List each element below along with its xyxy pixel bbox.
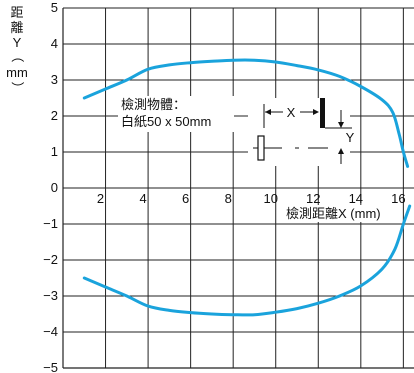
y-arrow-top bbox=[338, 122, 344, 128]
y-tick-label: 2 bbox=[51, 108, 58, 123]
target-object bbox=[320, 98, 325, 128]
diagram-y-label: Y bbox=[346, 130, 355, 145]
sensor-shape bbox=[257, 135, 265, 161]
y-tick-label: −2 bbox=[43, 252, 58, 267]
annotation-background bbox=[118, 96, 234, 132]
y-tick-label: 1 bbox=[51, 144, 58, 159]
y-axis-label-char-1: 距 bbox=[10, 5, 23, 20]
y-tick-label: 4 bbox=[51, 36, 58, 51]
x-axis-label-background bbox=[280, 205, 380, 222]
y-axis-label-char-6: ） bbox=[10, 81, 25, 94]
y-tick-label: −1 bbox=[43, 216, 58, 231]
y-tick-label: −3 bbox=[43, 288, 58, 303]
y-arrow-bottom bbox=[338, 148, 344, 154]
y-tick-label: 0 bbox=[51, 180, 58, 195]
x-tick-label: 4 bbox=[139, 191, 146, 206]
measurement-diagram bbox=[248, 98, 352, 166]
x-tick-label: 6 bbox=[182, 191, 189, 206]
upper-detection-curve bbox=[82, 58, 410, 168]
y-axis-label: 距 離 Y （ mm ） bbox=[6, 5, 28, 95]
x-arrow-right bbox=[313, 109, 319, 115]
plot-frame bbox=[62, 8, 414, 369]
diagram-x-label: X bbox=[287, 105, 296, 120]
y-tick-label: −5 bbox=[43, 360, 58, 373]
annotation-line-2: 白紙50 x 50mm bbox=[121, 114, 211, 129]
y-tick-label: 3 bbox=[51, 72, 58, 87]
x-axis-label: 檢測距離X (mm) bbox=[286, 206, 381, 221]
diagram-background bbox=[248, 98, 350, 166]
x-tick-label: 8 bbox=[225, 191, 232, 206]
y-axis-label-char-2: 離 bbox=[10, 20, 23, 35]
y-tick-label: 5 bbox=[51, 0, 58, 15]
y-axis-label-char-4: （ bbox=[10, 49, 25, 62]
x-tick-label: 16 bbox=[391, 191, 405, 206]
annotation-line-1: 檢測物體： bbox=[121, 97, 186, 112]
object-annotation: 檢測物體： 白紙50 x 50mm bbox=[118, 96, 234, 132]
x-arrow-left bbox=[265, 109, 271, 115]
y-axis-label-char-5: mm bbox=[6, 65, 28, 80]
y-axis-label-char-3: Y bbox=[13, 35, 22, 50]
y-tick-label: −4 bbox=[43, 324, 58, 339]
lower-detection-curve bbox=[82, 204, 412, 317]
x-tick-label: 10 bbox=[263, 191, 277, 206]
x-tick-label: 12 bbox=[306, 191, 320, 206]
x-tick-label: 14 bbox=[349, 191, 363, 206]
detection-curves bbox=[82, 58, 412, 317]
x-tick-label: 2 bbox=[97, 191, 104, 206]
